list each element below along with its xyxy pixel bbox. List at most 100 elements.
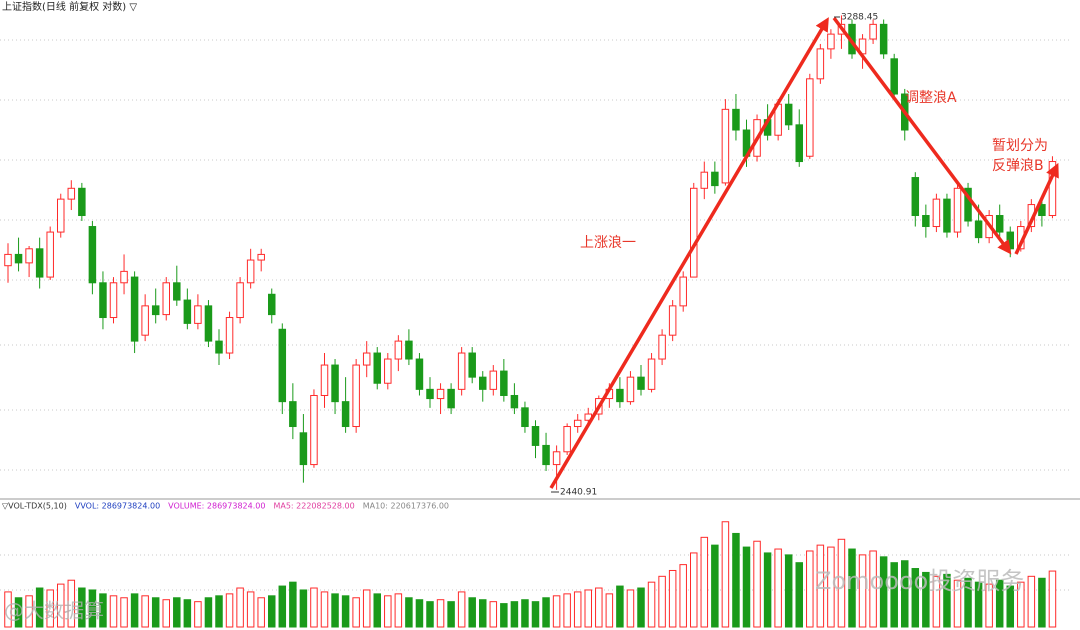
volume-bar [690,552,698,628]
annotation: 反弹浪B [992,158,1044,174]
volume-bar [584,589,592,628]
volume-bar [173,597,181,628]
candle-body [489,370,498,390]
indicator-text: MA10: 220617376.00 [363,502,449,511]
volume-bar [806,550,814,628]
candle-body [732,108,740,131]
volume-bar [595,587,603,628]
candle-body [257,253,265,261]
candle-body [320,364,329,396]
volume-bar [479,599,487,628]
candle-body [394,340,403,360]
candles [4,15,1057,490]
volume-bar [14,597,23,628]
candle-body [668,305,677,336]
volume-bar [373,593,381,628]
volume-bar [837,538,846,628]
volume-bar [573,591,582,628]
volume-bar [78,587,86,628]
chart-title: 上证指数(日线 前复权 对数) ▽ [2,0,137,13]
volume-bar [310,587,318,628]
candle-body [426,388,434,400]
candle-body [964,187,972,222]
volume-bar [341,595,350,628]
volume-bar [679,564,687,628]
watermark: @大数据算 [4,599,104,623]
candle-body [806,78,814,157]
candle-body [289,401,297,428]
candle-body [1048,161,1057,217]
volume-bar [57,583,65,628]
volume-bar [774,548,782,628]
volume-bar [130,593,139,628]
candle-body [784,103,793,126]
candle-body [911,177,920,217]
volume-bar [964,577,972,628]
volume-bar [46,589,54,628]
volume-bar [120,597,128,628]
candle-body [626,376,635,403]
volume-bar [637,587,645,628]
candle-body [827,33,835,50]
volume-bar [289,581,297,628]
candle-body [46,231,54,278]
volume-bar [447,601,455,628]
volume-bar [953,579,962,628]
candle-body [120,270,128,284]
volume-bar [320,591,329,628]
volume-bar [605,593,614,628]
candle-body [88,226,97,284]
volume-bar [922,571,930,628]
candle-body [362,352,371,366]
volume-bar [879,556,888,628]
volume-bar [352,597,360,628]
volume-bar [436,599,445,628]
volume-bar [700,536,709,628]
candle-body [436,388,445,400]
volume-bar [25,595,33,628]
volume-bar [848,548,856,628]
volume-bar [468,597,476,628]
candle-body [711,171,719,187]
volume-bar [99,593,107,628]
indicator-text: ▽VOL-TDX(5,10) [2,502,67,511]
candle-body [310,394,318,466]
volume-bar [668,569,677,628]
candle-body [468,352,476,378]
candle-body [879,23,888,55]
candle-body [932,198,941,228]
volume-bar [932,575,941,628]
candle-body [130,276,139,342]
candle-body [457,352,466,390]
volume-bar [647,581,656,628]
volume-bar [658,575,666,628]
candle-body [521,407,529,428]
candle-body [268,293,276,316]
candle-body [151,305,160,316]
volume-bar [985,583,993,628]
candle-body [679,276,687,307]
candle-body [573,419,582,428]
volume-bar [151,597,160,628]
candle-body [162,282,170,316]
volume-bar [4,591,12,628]
volume-bar [943,573,951,628]
volume-bar [763,552,772,628]
candle-body [552,451,561,466]
volume-bar [552,595,561,628]
annotation: 调整浪A [905,90,957,106]
candle-body [194,305,202,324]
volume-bar [183,599,192,628]
candle-body [700,171,709,189]
candle-body [341,401,350,428]
annotation: 暂划分为 [992,138,1048,154]
volume-bar [721,521,730,628]
volume-bar [827,546,835,628]
candle-body [67,187,76,200]
candle-body [415,358,424,390]
candle-body [447,388,455,409]
candle-body [563,426,571,453]
candle-body [57,198,65,233]
grid [0,39,1070,591]
volume-bar [88,589,97,628]
